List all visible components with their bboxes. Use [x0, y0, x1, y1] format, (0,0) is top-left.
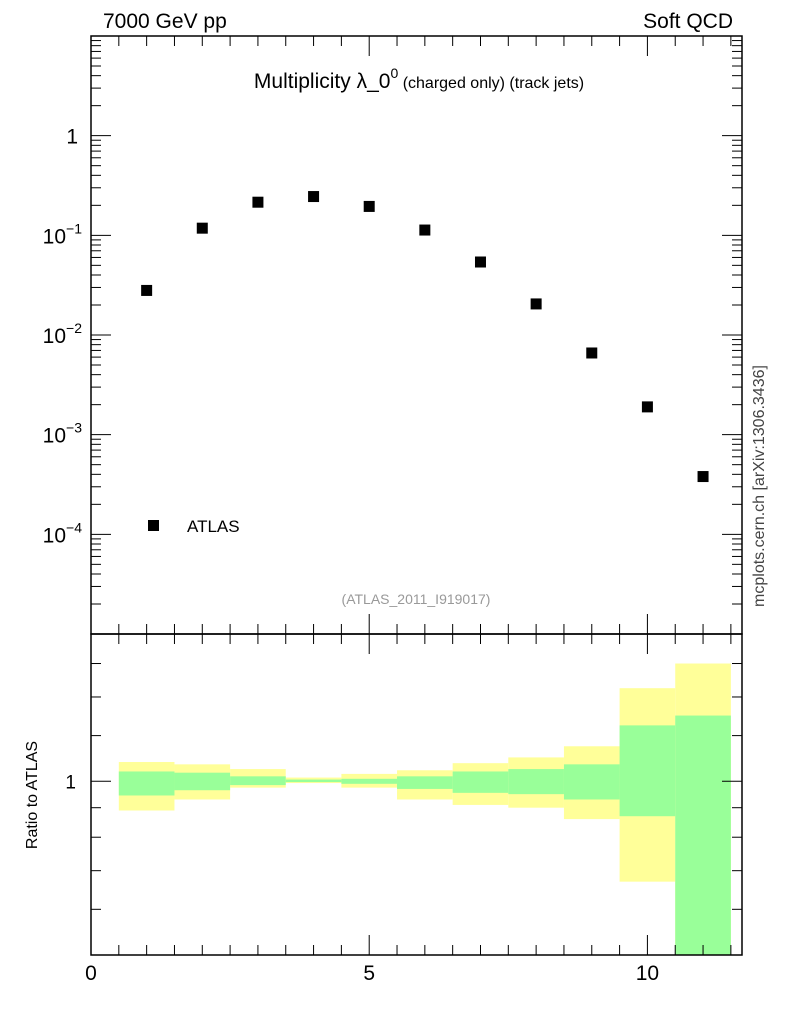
y-tick-label-base: 10 [43, 325, 66, 348]
data-point [141, 284, 153, 296]
y-tick-label-exp: −1 [66, 220, 82, 236]
y-tick-label: 10−2 [43, 320, 83, 348]
y-tick-label-exp: −2 [66, 320, 82, 336]
y-tick-label-base: 10 [43, 425, 66, 448]
ratio-band-bin [397, 776, 453, 789]
y-tick-label-base: 10 [43, 225, 66, 248]
y-tick-label: 1 [66, 126, 78, 149]
ratio-band-bin [230, 776, 286, 786]
header-left: 7000 GeV pp [103, 10, 227, 33]
side-label: mcplots.cern.ch [arXiv:1306.3436] [751, 365, 768, 607]
data-point [419, 224, 431, 236]
y-tick-label-exp: −4 [66, 519, 82, 535]
data-point [474, 256, 486, 268]
watermark: (ATLAS_2011_I919017) [342, 591, 491, 607]
ratio-band-bin [563, 764, 620, 800]
ratio-band-bin [118, 771, 175, 796]
data-point [308, 191, 320, 203]
main-plot-frame [90, 35, 743, 635]
ratio-plot-frame [90, 633, 743, 956]
data-point [196, 222, 208, 234]
ratio-ylabel: Ratio to ATLAS [24, 741, 41, 849]
legend: ATLAS [148, 517, 240, 536]
chart-title-main: Multiplicity λ_0 [254, 70, 391, 93]
y-tick-label-exp: −3 [66, 420, 82, 436]
ratio-plot-panel: 1 Ratio to ATLAS 0 5 10 [24, 633, 743, 985]
chart-title: Multiplicity λ_00 (charged only) (track … [254, 65, 584, 93]
data-point [530, 298, 542, 310]
data-point [252, 196, 264, 208]
header-right: Soft QCD [643, 10, 733, 33]
data-point [697, 471, 709, 483]
x-tick-label: 10 [636, 962, 659, 985]
y-tick-label: 10−3 [43, 420, 83, 448]
ratio-band-bin [174, 772, 231, 791]
chart-title-suffix: (charged only) (track jets) [398, 75, 584, 92]
y-tick-label: 10−4 [43, 519, 83, 547]
legend-marker-atlas [148, 520, 159, 531]
x-tick-label: 0 [85, 962, 97, 985]
y-tick-label-base: 1 [66, 126, 78, 149]
ratio-band-bin [675, 715, 731, 955]
ratio-y-tick-label: 1 [65, 772, 76, 793]
ratio-band-bin [285, 779, 342, 783]
data-point [641, 401, 653, 413]
ratio-band-bin [619, 725, 676, 817]
ratio-band-bin [341, 778, 398, 784]
x-tick-label: 5 [363, 962, 375, 985]
data-point [586, 347, 598, 359]
ratio-band-bin [452, 771, 509, 793]
main-plot-panel: Multiplicity λ_00 (charged only) (track … [43, 35, 743, 635]
ratio-band-bin [508, 769, 564, 795]
y-tick-label-base: 10 [43, 524, 66, 547]
legend-label-atlas: ATLAS [187, 517, 240, 536]
y-tick-label: 10−1 [43, 220, 83, 248]
chart-title-sup: 0 [390, 65, 398, 81]
data-point [363, 200, 375, 212]
